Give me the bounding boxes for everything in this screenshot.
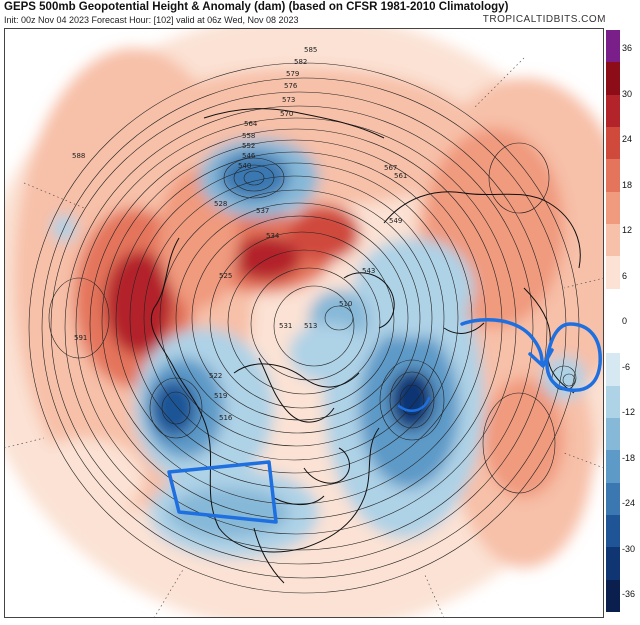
contour-label: 588 <box>72 152 85 160</box>
colorbar-swatch <box>606 515 620 548</box>
contour-label: 537 <box>256 207 269 215</box>
map-subtitle: Init: 00z Nov 04 2023 Forecast Hour: [10… <box>4 15 299 25</box>
contour-label: 582 <box>294 58 307 66</box>
height-anomaly-map: 585 582 579 576 573 570 564 558 552 546 540 537 534 5… <box>4 28 604 618</box>
contour-labels: 585 582 579 576 573 570 564 558 552 546 540 537 534 5… <box>72 46 407 422</box>
colorbar-swatch <box>606 288 620 322</box>
contour-label: 510 <box>339 300 352 308</box>
colorbar-ticks: 36 30 24 18 12 6 0 -6 -12 -18 -24 -30 -36 <box>622 30 640 612</box>
colorbar-tick-label: -30 <box>622 543 636 554</box>
colorbar-swatch <box>606 482 620 516</box>
colorbar-swatch <box>606 579 620 613</box>
colorbar-swatch <box>606 30 620 63</box>
colorbar-swatch <box>606 224 620 257</box>
colorbar-swatch <box>606 321 620 354</box>
contour-label: 543 <box>362 267 375 275</box>
contour-label: 576 <box>284 82 298 90</box>
colorbar-tick-label: -18 <box>622 452 636 463</box>
contour-label: 519 <box>214 392 227 400</box>
colorbar-swatch <box>606 94 620 128</box>
header: GEPS 500mb Geopotential Height & Anomaly… <box>4 0 636 26</box>
colorbar-tick-label: -12 <box>622 407 636 417</box>
colorbar-swatch <box>606 191 620 225</box>
colorbar-swatch <box>606 418 620 451</box>
colorbar-tick-label: -36 <box>622 589 636 599</box>
annotation-circle <box>545 322 602 393</box>
contour-label: 525 <box>219 272 232 280</box>
colorbar-tick-label: -6 <box>622 361 631 372</box>
contour-label: 528 <box>214 200 227 208</box>
colorbar-swatch <box>606 385 620 419</box>
contour-label: 591 <box>74 334 87 342</box>
annotation-arrow <box>460 318 544 364</box>
contour-label: 585 <box>304 46 317 54</box>
colorbar-swatch <box>606 353 620 387</box>
annotation-low-mark <box>397 396 431 412</box>
contour-label: 552 <box>242 142 255 150</box>
contour-label: 516 <box>219 414 233 422</box>
contour-label: 534 <box>266 232 280 240</box>
colorbar-tick-label: 18 <box>622 179 633 190</box>
colorbar-tick-label: -24 <box>622 498 636 508</box>
colorbar <box>606 30 620 613</box>
colorbar-swatch <box>606 450 620 484</box>
colorbar-swatch <box>606 127 620 160</box>
colorbar-tick-label: 36 <box>622 43 633 53</box>
colorbar-tick-label: 6 <box>622 270 628 281</box>
contour-label: 564 <box>244 120 258 128</box>
colorbar-swatch <box>606 256 620 290</box>
contour-label: 540 <box>238 162 251 170</box>
contour-label: 531 <box>279 322 292 330</box>
contour-label: 546 <box>242 152 256 160</box>
colorbar-swatch <box>606 62 620 96</box>
graticule <box>4 57 604 618</box>
colorbar-swatch <box>606 547 620 581</box>
contour-label: 558 <box>242 132 255 140</box>
colorbar-tick-label: 0 <box>622 316 628 326</box>
contour-label: 561 <box>394 172 407 180</box>
contour-label: 522 <box>209 372 222 380</box>
contour-label: 570 <box>280 110 293 118</box>
contour-label: 579 <box>286 70 299 78</box>
map-title: GEPS 500mb Geopotential Height & Anomaly… <box>4 1 509 13</box>
contour-label: 513 <box>304 322 317 330</box>
colorbar-tick-label: 12 <box>622 225 633 235</box>
contour-label: 573 <box>282 96 295 104</box>
contour-label: 567 <box>384 164 397 172</box>
colorbar-swatch <box>606 159 620 193</box>
annotation-box <box>167 460 278 524</box>
brand-watermark: TROPICALTIDBITS.COM <box>482 14 606 25</box>
colorbar-tick-label: 24 <box>622 134 633 144</box>
contour-label: 549 <box>389 217 402 225</box>
colorbar-tick-label: 30 <box>622 88 633 99</box>
